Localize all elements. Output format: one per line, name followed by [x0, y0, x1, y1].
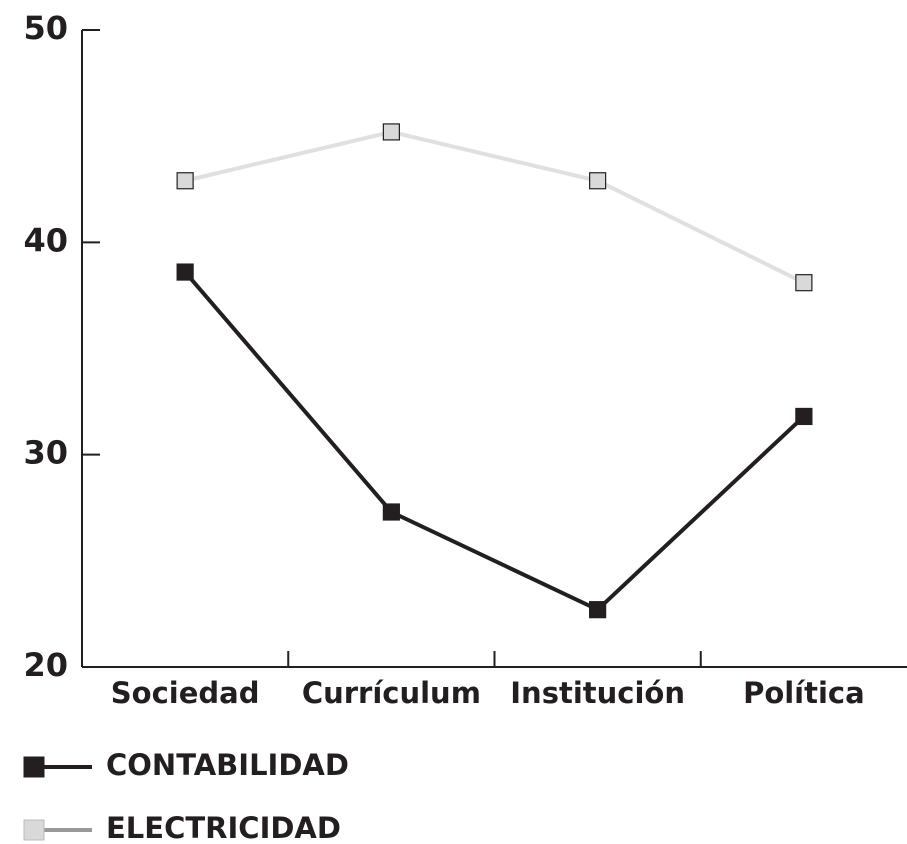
x-tick-label: Currículum — [302, 676, 481, 710]
x-tick-label: Política — [743, 676, 865, 710]
data-point — [795, 407, 813, 426]
data-point — [589, 601, 607, 619]
data-point — [382, 123, 400, 141]
y-tick-label: 50 — [23, 9, 68, 47]
y-tick-label: 20 — [23, 646, 68, 684]
legend-swatch — [23, 819, 45, 841]
legend-label: CONTABILIDAD — [106, 748, 349, 782]
y-tick-label: 30 — [23, 434, 68, 472]
x-tick-label: Institución — [510, 676, 685, 710]
y-tick-label: 40 — [23, 221, 68, 259]
data-point — [589, 172, 607, 190]
data-point — [382, 503, 400, 521]
legend-label: ELECTRICIDAD — [106, 811, 341, 844]
data-point — [795, 274, 813, 292]
legend-swatch — [23, 756, 45, 778]
x-tick-label: Sociedad — [111, 676, 260, 710]
series-line — [183, 270, 806, 613]
data-point — [176, 172, 194, 190]
series-line — [184, 129, 805, 285]
data-point — [176, 263, 194, 281]
